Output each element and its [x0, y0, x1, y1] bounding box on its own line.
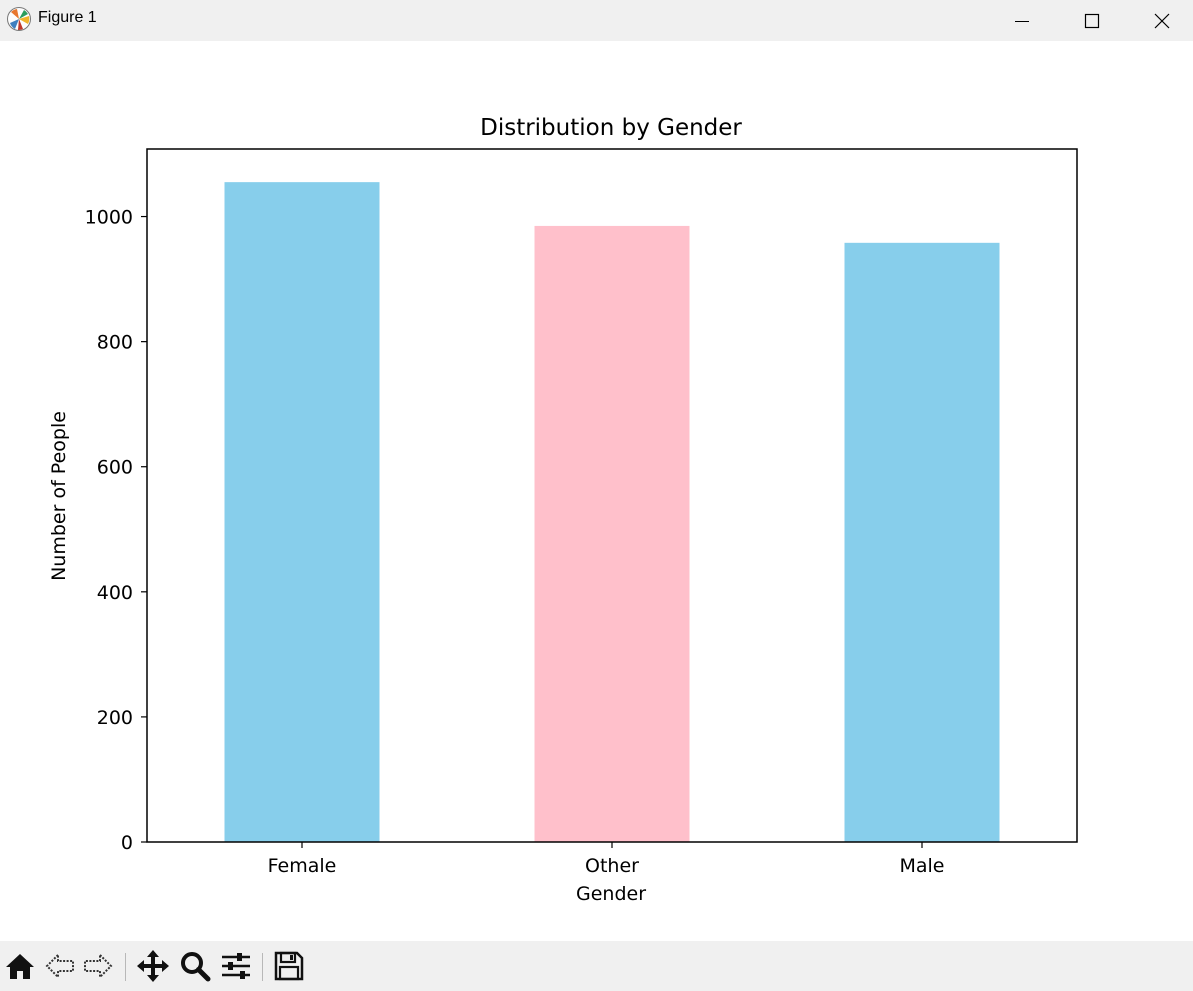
close-button[interactable] [1127, 0, 1193, 41]
window-title: Figure 1 [38, 9, 97, 26]
configure-subplots-button[interactable] [217, 947, 255, 985]
floppy-disk-icon [274, 951, 304, 981]
back-button[interactable] [41, 947, 79, 985]
close-icon [1154, 13, 1170, 28]
navigation-toolbar [0, 941, 1193, 991]
x-tick-label: Female [268, 855, 337, 877]
chart-title: Distribution by Gender [480, 115, 742, 141]
y-tick-label: 0 [121, 832, 133, 854]
bar-female [224, 182, 380, 842]
figure-canvas[interactable]: Distribution by Gender 0 200 400 600 800 1000… [0, 41, 1193, 941]
y-tick-label: 800 [97, 332, 133, 354]
maximize-icon [1084, 13, 1100, 28]
bar-male [844, 242, 1000, 842]
maximize-button[interactable] [1057, 0, 1127, 41]
back-arrow-icon [45, 952, 74, 980]
minimize-icon [1015, 20, 1029, 22]
y-tick-label: 600 [97, 457, 133, 479]
move-icon [137, 950, 169, 982]
bar-other [534, 225, 690, 842]
matplotlib-icon [7, 7, 31, 31]
sliders-icon [222, 953, 250, 979]
forward-arrow-icon [84, 952, 113, 980]
minimize-button[interactable] [987, 0, 1057, 41]
x-tick-label: Male [899, 855, 944, 877]
y-tick-label: 400 [97, 582, 133, 604]
title-bar: Figure 1 [0, 0, 1193, 41]
plot-frame [146, 148, 1078, 843]
y-tick-label: 1000 [85, 207, 133, 229]
save-button[interactable] [270, 947, 308, 985]
pan-button[interactable] [134, 947, 172, 985]
x-axis-label: Gender [576, 883, 646, 905]
home-icon [6, 954, 34, 979]
x-tick-label: Other [585, 855, 639, 877]
bar-chart: Distribution by Gender 0 200 400 600 800 1000… [48, 115, 1078, 905]
toolbar-separator [125, 953, 126, 981]
y-axis-label: Number of People [48, 411, 70, 581]
forward-button[interactable] [79, 947, 117, 985]
magnifier-icon [181, 952, 211, 982]
zoom-button[interactable] [176, 947, 214, 985]
home-button[interactable] [1, 947, 39, 985]
toolbar-separator [262, 953, 263, 981]
y-tick-label: 200 [97, 707, 133, 729]
